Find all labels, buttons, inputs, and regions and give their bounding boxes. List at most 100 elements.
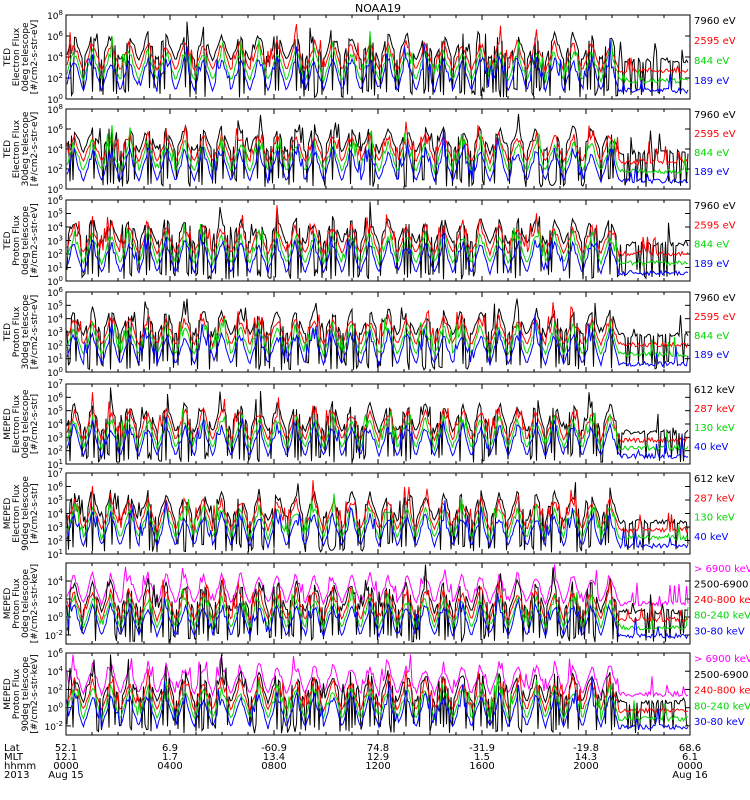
- y-tick-label: 106: [47, 30, 63, 43]
- legend-entry: 40 keV: [694, 532, 728, 543]
- series-trace: [66, 313, 689, 368]
- series-trace: [66, 317, 689, 359]
- y-tick-label: 104: [47, 143, 63, 156]
- y-axis-label-line: Proton Flux: [12, 306, 22, 357]
- y-tick-base: 10: [47, 356, 59, 366]
- legend-entry: 189 eV: [694, 167, 729, 178]
- legend-entry: 2500-6900: [694, 580, 749, 591]
- y-tick-label: 104: [47, 418, 63, 431]
- legend-entry: 130 keV: [694, 423, 735, 434]
- y-tick-label: 103: [47, 326, 63, 339]
- y-tick-label: 105: [47, 208, 63, 221]
- series-trace: [66, 654, 689, 698]
- y-tick-base: 10: [47, 224, 59, 234]
- y-tick-label: 100: [47, 183, 63, 196]
- y-tick-base: 10: [47, 578, 59, 588]
- y-tick-label: 10-2: [45, 629, 63, 642]
- y-tick-exponent: 8: [59, 9, 63, 17]
- legend-entry: 2595 eV: [694, 312, 736, 323]
- y-tick-exponent: 4: [59, 508, 64, 516]
- panel-6: MEPEDElectron Flux90deg telescope[#/cm2-…: [3, 467, 735, 561]
- bottom-tick-label: 12.9: [367, 752, 389, 763]
- y-tick-label: 102: [47, 445, 63, 458]
- y-tick-exponent: 2: [59, 593, 63, 601]
- y-axis-label: TEDProton Flux30deg telescope[#/cm2-s-st…: [3, 294, 40, 369]
- y-axis-label: MEPEDElectron Flux0deg telescope[#/cm2-s…: [3, 389, 40, 459]
- y-tick-label: 102: [47, 163, 63, 176]
- bottom-row-label: Lat: [4, 743, 20, 754]
- bottom-tick-label: 6.1: [682, 752, 698, 763]
- y-axis-label-line: MEPED: [3, 588, 13, 620]
- y-tick-label: 104: [47, 665, 63, 678]
- y-tick-label: 104: [47, 51, 63, 64]
- y-tick-exponent: 5: [59, 494, 63, 502]
- y-tick-base: 10: [47, 146, 59, 156]
- legend-entry: 130 keV: [694, 513, 735, 524]
- y-tick-exponent: 0: [59, 611, 63, 619]
- bottom-tick-label: 0000: [53, 761, 78, 772]
- y-tick-exponent: 2: [59, 163, 63, 171]
- y-tick-base: 10: [47, 470, 59, 480]
- y-tick-label: 104: [47, 221, 63, 234]
- y-axis-label-line: [#/cm2-s-str-eV]: [30, 295, 40, 370]
- legend-entry: 189 eV: [694, 76, 729, 87]
- series-trace: [66, 387, 689, 463]
- y-tick-exponent: 0: [59, 93, 63, 101]
- bottom-tick-label: 0400: [157, 761, 182, 772]
- legend-entry: 612 keV: [694, 474, 735, 485]
- y-tick-exponent: 2: [59, 445, 63, 453]
- y-axis-label-line: [#/cm2-s-str]: [30, 394, 40, 454]
- y-tick-base: 10: [47, 316, 59, 326]
- y-tick-base: 10: [47, 54, 59, 64]
- bottom-tick-label: 6.9: [162, 743, 178, 754]
- y-tick-exponent: -2: [56, 720, 63, 728]
- y-tick-label: 108: [47, 103, 63, 116]
- legend-entry: 844 eV: [694, 331, 729, 342]
- y-axis-label: MEPEDProton Flux90deg telescope[#/cm2-s-…: [3, 654, 40, 733]
- bottom-tick-label: 52.1: [55, 743, 77, 754]
- y-tick-base: 10: [47, 614, 59, 624]
- series-trace: [66, 392, 689, 444]
- series-trace: [66, 205, 689, 258]
- y-tick-label: 102: [47, 593, 63, 606]
- series-trace: [66, 229, 689, 277]
- y-tick-base: 10: [47, 302, 59, 312]
- y-tick-label: 100: [47, 702, 63, 715]
- y-axis-label-line: Electron Flux: [12, 394, 22, 453]
- y-tick-exponent: 1: [59, 353, 63, 361]
- y-tick-exponent: 3: [59, 326, 63, 334]
- y-tick-exponent: 6: [59, 30, 64, 38]
- bottom-row-label: 2013: [4, 770, 29, 781]
- y-axis-label: TEDElectron Flux0deg telescope[#/cm2-s-s…: [3, 20, 40, 95]
- y-tick-exponent: 7: [59, 467, 63, 475]
- panel-7: MEPEDProton Flux0deg telescope[#/cm2-s-s…: [3, 562, 750, 645]
- y-tick-exponent: 4: [59, 575, 64, 583]
- y-tick-base: 10: [47, 278, 59, 288]
- y-tick-base: 10: [47, 484, 59, 494]
- y-axis-label-line: 0deg telescope: [21, 22, 31, 92]
- y-tick-label: 102: [47, 72, 63, 85]
- y-tick-base: 10: [47, 33, 59, 43]
- y-tick-exponent: 8: [59, 103, 63, 111]
- series-trace: [66, 129, 689, 185]
- y-tick-base: 10: [47, 166, 59, 176]
- legend-entry: 2595 eV: [694, 36, 736, 47]
- y-axis-label-line: MEPED: [3, 408, 13, 440]
- y-tick-base: 10: [47, 596, 59, 606]
- y-tick-label: 104: [47, 508, 63, 521]
- y-tick-label: 100: [47, 93, 63, 106]
- bottom-tick-label: 74.8: [367, 743, 389, 754]
- series-trace: [66, 302, 689, 349]
- y-tick-base: 10: [47, 394, 59, 404]
- legend-entry: 287 keV: [694, 493, 735, 504]
- series-trace: [66, 564, 689, 608]
- y-tick-label: 102: [47, 535, 63, 548]
- legend-entry: > 6900 keV: [694, 654, 750, 665]
- y-tick-label: 104: [47, 575, 63, 588]
- bottom-tick-label: Aug 15: [48, 770, 83, 781]
- y-axis-label-line: MEPED: [3, 678, 13, 710]
- y-tick-exponent: 5: [59, 299, 63, 307]
- bottom-tick-label: 12.1: [55, 752, 77, 763]
- y-tick-exponent: 4: [59, 51, 64, 59]
